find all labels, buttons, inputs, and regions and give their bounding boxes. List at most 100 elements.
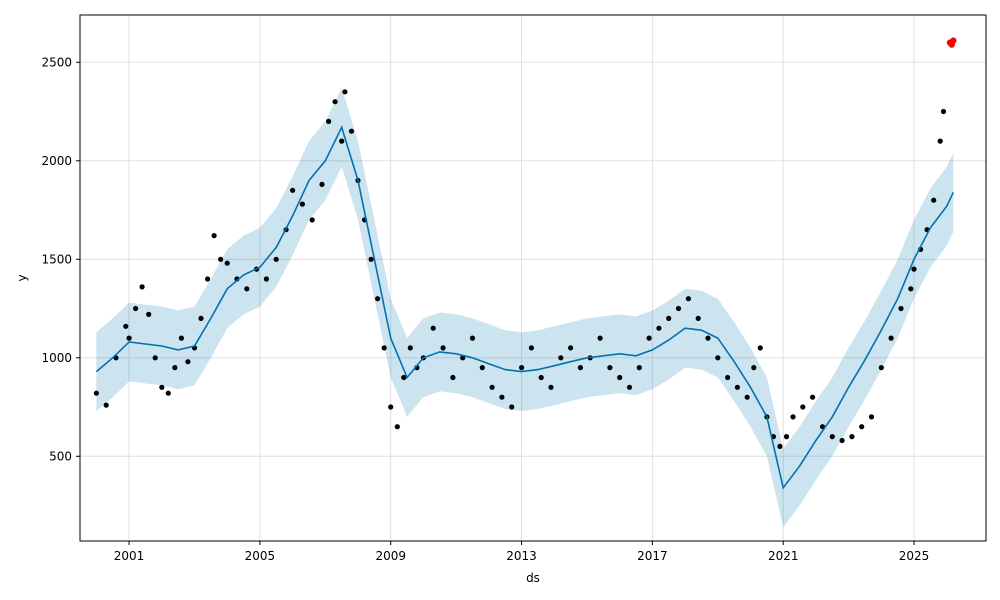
observed-point (705, 335, 711, 341)
uncertainty-band (96, 87, 954, 528)
observed-point (159, 384, 165, 390)
x-tick-label: 2005 (245, 549, 276, 563)
observed-point (133, 305, 139, 312)
observed-point (211, 233, 217, 239)
x-tick-label: 2013 (506, 549, 537, 563)
observed-point (440, 345, 446, 351)
observed-point (205, 276, 211, 282)
recent-point (950, 37, 957, 44)
x-tick-label: 2017 (637, 549, 668, 563)
observed-point (675, 305, 682, 312)
observed-point (810, 394, 816, 400)
observed-point (479, 365, 485, 371)
observed-point (273, 256, 279, 262)
interval-band-area (96, 87, 954, 528)
x-axis-label: ds (526, 571, 540, 585)
observed-point (263, 276, 269, 282)
observed-point (757, 345, 763, 351)
observed-point (931, 197, 937, 203)
observed-point (715, 355, 721, 361)
observed-point (519, 365, 525, 371)
x-tick-label: 2021 (768, 549, 799, 563)
y-axis-label: y (15, 274, 29, 281)
observed-point (636, 365, 642, 371)
observed-point (829, 434, 835, 440)
observed-point (290, 187, 296, 193)
observed-point (394, 424, 400, 430)
observed-point (558, 355, 564, 361)
observed-point (218, 256, 224, 262)
observed-point (839, 437, 845, 444)
observed-point (577, 365, 584, 371)
observed-point (165, 390, 171, 396)
observed-point (937, 138, 943, 144)
observed-point (898, 305, 904, 312)
observed-point (299, 201, 305, 207)
observed-point (777, 443, 783, 449)
observed-point (538, 374, 544, 381)
observed-point (509, 404, 515, 410)
observed-point (123, 323, 129, 329)
observed-point (734, 384, 741, 390)
observed-point (656, 325, 662, 331)
observed-point (940, 108, 947, 115)
observed-point (407, 345, 413, 351)
observed-point (790, 414, 796, 420)
observed-point (185, 359, 191, 365)
observed-point (783, 434, 790, 440)
observed-point (244, 286, 250, 292)
observed-point (617, 374, 623, 381)
y-tick-label: 2000 (41, 154, 72, 168)
observed-point (666, 315, 672, 321)
observed-point (751, 365, 757, 371)
observed-point (339, 138, 345, 144)
observed-point (607, 365, 613, 371)
x-tick-label: 2001 (114, 549, 145, 563)
observed-point (859, 424, 865, 430)
observed-point (597, 335, 603, 341)
observed-point (152, 355, 158, 361)
observed-point (375, 296, 381, 302)
forecast-line-layer (95, 125, 955, 490)
observed-point (139, 284, 145, 290)
observed-point (401, 374, 407, 381)
y-tick-label: 500 (49, 449, 72, 463)
x-tick-label: 2009 (375, 549, 406, 563)
grid-lines (80, 15, 986, 541)
observed-point (224, 260, 230, 266)
y-axis-ticks: 500 1000 1500 2000 2500 (41, 55, 80, 463)
observed-point (878, 365, 884, 371)
plot-frame (79, 14, 987, 542)
observed-point (172, 365, 178, 371)
observed-point (911, 266, 917, 272)
observed-point (646, 335, 652, 341)
observed-point (626, 384, 633, 390)
recent-points (946, 37, 957, 48)
observed-point (178, 335, 184, 341)
observed-point (469, 335, 476, 341)
observed-point (319, 181, 325, 187)
observed-point (528, 345, 535, 351)
observed-point (685, 296, 692, 302)
observed-point (568, 345, 574, 351)
observed-point (326, 118, 332, 124)
observed-point (489, 384, 495, 390)
x-axis-ticks: 2001 2005 2009 2013 2017 2021 2025 (114, 541, 929, 563)
observed-point (868, 414, 875, 420)
observed-point (198, 315, 204, 321)
observed-point (430, 325, 436, 331)
observed-point (695, 315, 701, 321)
observed-point (908, 286, 914, 292)
observed-point (309, 217, 315, 223)
y-tick-label: 1500 (41, 252, 72, 266)
observed-point (103, 402, 109, 408)
observed-point (126, 335, 132, 341)
observed-point (800, 404, 806, 410)
observed-point (93, 390, 99, 396)
forecast-line (95, 125, 955, 490)
observed-point (450, 374, 456, 381)
observed-point (888, 335, 894, 341)
observed-point (342, 89, 348, 95)
